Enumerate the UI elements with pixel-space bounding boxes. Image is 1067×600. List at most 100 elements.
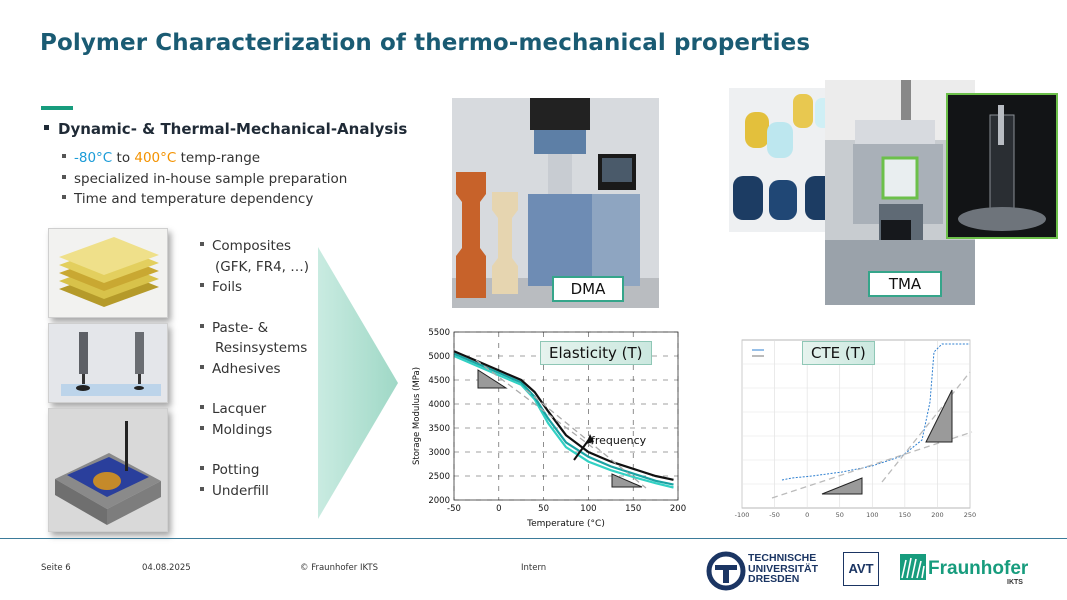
bullet-square	[200, 283, 204, 287]
bullet-square	[200, 425, 204, 430]
category-composites: Composites	[200, 236, 309, 257]
tma-label: TMA	[868, 271, 942, 297]
tu-dresden-logo-icon	[706, 551, 746, 591]
fraunhofer-wordmark: Fraunhofer	[928, 558, 1029, 579]
category-paste-detail: Resinsystems	[215, 340, 308, 356]
y-tick-label: 2500	[428, 472, 450, 482]
x-tick-label: 150	[899, 511, 911, 519]
fraunhofer-logo-icon	[900, 554, 926, 580]
tu-dresden-wordmark: TECHNISCHE UNIVERSITÄT DRESDEN	[748, 553, 818, 585]
bullet-square	[200, 364, 204, 369]
sub-bullet-dependency: Time and temperature dependency	[62, 189, 347, 210]
temp-low: -80°C	[74, 150, 113, 166]
category-paste-text: Paste- &	[212, 319, 269, 336]
slope-triangle	[821, 477, 863, 495]
tu-line-3: DRESDEN	[748, 573, 800, 585]
y-tick-label: 2000	[428, 496, 450, 506]
bullet-square	[200, 242, 204, 246]
ikts-wordmark: IKTS	[1007, 579, 1023, 586]
paste-dispenser-image	[48, 323, 168, 403]
slide-title: Polymer Characterization of thermo-mecha…	[40, 30, 811, 56]
y-tick-label: 5000	[428, 352, 450, 362]
temp-to: to	[112, 150, 135, 166]
tangent-line	[881, 371, 971, 483]
y-tick-label: 5500	[428, 328, 450, 338]
y-tick-label: 4000	[428, 400, 450, 410]
sub-bullet-preparation: specialized in-house sample preparation	[62, 169, 347, 190]
category-list: Composites (GFK, FR4, …) Foils Paste- & …	[200, 236, 309, 501]
bullet-square	[200, 466, 204, 470]
slope-triangle	[925, 389, 953, 443]
category-composites-text: Composites	[212, 238, 292, 254]
category-adhesives-text: Adhesives	[212, 360, 281, 377]
elasticity-chart-title: Elasticity (T)	[540, 341, 652, 365]
bullet-square	[200, 486, 204, 491]
category-lacquer: Lacquer	[200, 399, 309, 420]
cte-tick-labels: -100 -50 0 50 100 150 200 250	[735, 511, 977, 519]
page-number: Seite 6	[41, 563, 71, 573]
tu-line-2: UNIVERSITÄT	[748, 562, 819, 575]
bullet-square	[62, 195, 66, 199]
cte-grid	[741, 340, 971, 508]
category-lacquer-text: Lacquer	[212, 401, 267, 417]
sub-bullet-list: -80°C to 400°C temp-range specialized in…	[62, 148, 347, 210]
footer-copyright: © Fraunhofer IKTS	[300, 563, 378, 573]
x-tick-label: -50	[769, 511, 780, 519]
x-tick-label: 0	[496, 504, 501, 514]
x-tick-label: -50	[447, 504, 461, 514]
category-paste: Paste- &	[200, 318, 309, 339]
x-tick-label: 200	[670, 504, 686, 514]
series-line	[453, 350, 674, 481]
category-moldings: Moldings	[200, 420, 309, 441]
tu-line-1: TECHNISCHE	[748, 552, 817, 564]
footer-classification: Intern	[521, 563, 547, 573]
x-tick-label: 150	[625, 504, 641, 514]
elasticity-series-group	[453, 350, 674, 489]
x-tick-label: -100	[735, 511, 750, 519]
accent-bar	[41, 106, 73, 110]
category-foils-text: Foils	[212, 279, 243, 295]
category-underfill-text: Underfill	[212, 482, 269, 499]
bullet-square	[62, 174, 66, 179]
category-potting: Potting	[200, 460, 309, 481]
footer-date: 04.08.2025	[142, 563, 191, 573]
main-bullet: Dynamic- & Thermal-Mechanical-Analysis	[44, 120, 407, 138]
category-underfill: Underfill	[200, 481, 309, 502]
x-tick-label: 100	[866, 511, 878, 519]
x-tick-label: 50	[836, 511, 844, 519]
category-moldings-text: Moldings	[212, 421, 273, 438]
tangent-line	[475, 359, 597, 451]
temp-rest: temp-range	[176, 150, 261, 166]
tangent-line	[771, 431, 973, 499]
sub-bullet-dependency-text: Time and temperature dependency	[74, 191, 314, 207]
avt-logo: AVT	[843, 552, 879, 586]
elasticity-tick-labels: 2000 2500 3000 3500 4000 4500 5000 5500 -50 0 50 10…	[428, 328, 686, 514]
footer-divider	[0, 538, 1067, 539]
x-tick-label: 50	[538, 504, 549, 514]
elasticity-y-label: Storage Modulus (MPa)	[412, 367, 422, 465]
elasticity-chart: 2000 2500 3000 3500 4000 4500 5000 5500 -50 0 50 10…	[412, 328, 686, 529]
x-tick-label: 250	[964, 511, 976, 519]
process-arrow-shape	[318, 247, 398, 519]
potting-module-image	[48, 408, 168, 532]
tma-probe-closeup-photo	[946, 93, 1058, 239]
y-tick-label: 3000	[428, 448, 450, 458]
cte-chart: -100 -50 0 50 100 150 200 250	[735, 339, 977, 519]
category-foils: Foils	[200, 277, 309, 298]
sub-bullet-temp-range: -80°C to 400°C temp-range	[62, 148, 347, 169]
series-line	[453, 352, 674, 486]
bullet-square	[44, 125, 49, 130]
composite-plates-image	[48, 228, 168, 318]
elasticity-x-label: Temperature (°C)	[526, 519, 605, 529]
cte-chart-title: CTE (T)	[802, 341, 875, 365]
sub-bullet-preparation-text: specialized in-house sample preparation	[74, 170, 348, 187]
dma-instrument-photo	[452, 98, 659, 308]
bullet-square	[200, 323, 204, 328]
main-bullet-text: Dynamic- & Thermal-Mechanical-Analysis	[58, 120, 408, 138]
y-tick-label: 4500	[428, 376, 450, 386]
dma-label: DMA	[552, 276, 624, 302]
temp-high: 400°C	[134, 150, 177, 166]
category-potting-text: Potting	[212, 462, 260, 478]
x-tick-label: 0	[805, 511, 809, 519]
bullet-square	[200, 405, 204, 409]
